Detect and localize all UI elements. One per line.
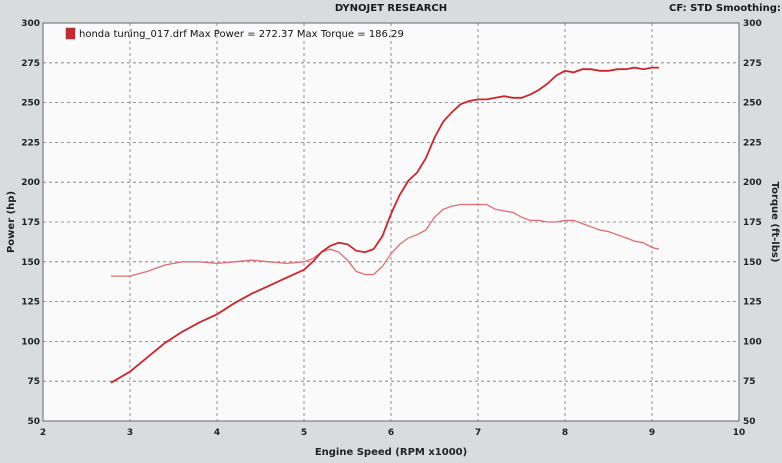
y-tick-label-left: 200 <box>21 178 40 188</box>
y-tick-label-left: 50 <box>27 417 40 427</box>
y-tick-label-left: 250 <box>21 99 40 109</box>
x-tick-label: 5 <box>301 428 307 438</box>
x-tick-label: 8 <box>562 428 568 438</box>
legend-entry: honda tuning_017.drf Max Power = 272.37 … <box>79 29 404 40</box>
y-tick-label-right: 275 <box>743 59 762 69</box>
y-tick-label-right: 150 <box>743 258 762 268</box>
chart-header-title: DYNOJET RESEARCH <box>335 3 447 14</box>
grid-lines <box>43 23 739 421</box>
x-tick-label: 7 <box>475 428 481 438</box>
x-tick-labels: 2 3 4 5 6 7 8 9 10 <box>40 428 745 438</box>
y-tick-label-left: 300 <box>21 19 40 29</box>
x-tick-label: 3 <box>127 428 133 438</box>
x-tick-label: 4 <box>214 428 220 438</box>
y-tick-label-left: 225 <box>21 138 40 148</box>
y-tick-label-right: 250 <box>743 99 762 109</box>
power-series-line <box>110 66 659 384</box>
y-tick-label-right: 200 <box>743 178 762 188</box>
y-tick-label-right: 75 <box>743 377 756 387</box>
y-tick-label-left: 175 <box>21 218 40 228</box>
y-tick-labels-left: 50 75 100 125 150 175 200 225 250 275 300 <box>21 19 40 427</box>
y-tick-label-left: 275 <box>21 59 40 69</box>
x-tick-label: 2 <box>40 428 46 438</box>
y-tick-label-right: 50 <box>743 417 756 427</box>
y-tick-label-right: 225 <box>743 138 762 148</box>
x-axis-title: Engine Speed (RPM x1000) <box>315 447 467 458</box>
x-tick-label: 10 <box>733 428 746 438</box>
y-axis-title-right: Torque (ft-lbs) <box>769 182 780 263</box>
y-tick-label-right: 175 <box>743 218 762 228</box>
y-tick-label-left: 100 <box>21 337 40 347</box>
y-tick-label-left: 75 <box>27 377 40 387</box>
chart-header-status: CF: STD Smoothing: S <box>669 3 782 14</box>
y-tick-label-left: 125 <box>21 298 40 308</box>
legend-swatch <box>65 27 76 40</box>
x-tick-label: 6 <box>388 428 394 438</box>
torque-series-line <box>110 203 660 277</box>
y-tick-label-left: 150 <box>21 258 40 268</box>
y-tick-labels-right: 50 75 100 125 150 175 200 225 250 275 300 <box>743 19 762 427</box>
y-tick-label-right: 125 <box>743 298 762 308</box>
x-tick-label: 9 <box>649 428 655 438</box>
y-tick-label-right: 100 <box>743 337 762 347</box>
y-tick-label-right: 300 <box>743 19 762 29</box>
y-axis-title-left: Power (hp) <box>6 191 17 253</box>
